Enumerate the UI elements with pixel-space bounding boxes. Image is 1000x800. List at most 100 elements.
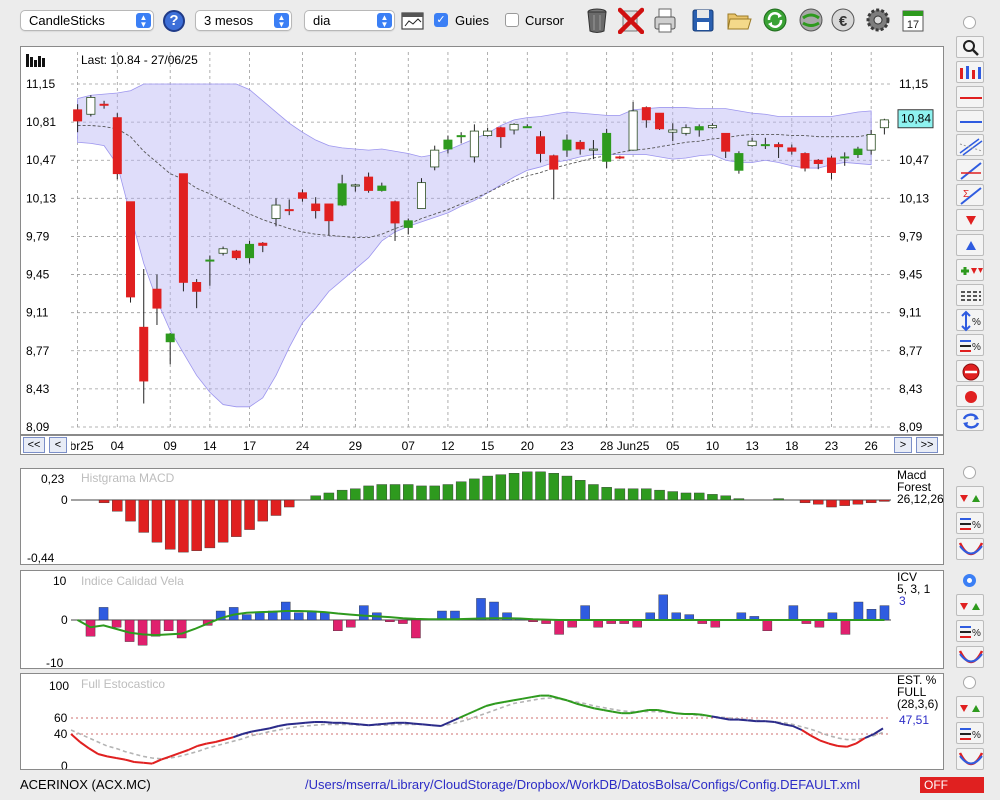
stochastic-pane[interactable]: Full Estocastico 100 60 40 0 EST. % FULL (28,3,… xyxy=(20,673,944,773)
stoch-k-segment xyxy=(206,741,216,745)
stoch-k-segment xyxy=(296,721,306,725)
config-path-link[interactable]: /Users/mserra/Library/CloudStorage/Dropb… xyxy=(305,777,861,792)
macd-bar xyxy=(191,499,202,551)
y-tick-label: 40 xyxy=(54,727,68,741)
stop-button[interactable] xyxy=(956,360,984,382)
x-tick-label: Jun25 xyxy=(617,439,650,453)
stoch-levels-button[interactable]: % xyxy=(956,722,984,744)
icv-title: Indice Calidad Vela xyxy=(81,574,184,588)
trash-icon[interactable] xyxy=(584,6,610,34)
stoch-k-segment xyxy=(350,722,360,726)
macd-bar xyxy=(350,488,361,501)
stoch-k-segment xyxy=(485,702,496,707)
macd-bar xyxy=(852,499,864,505)
save-icon[interactable] xyxy=(690,6,716,34)
stoch-curve-button[interactable] xyxy=(956,748,984,770)
channel-icon xyxy=(959,138,983,156)
arrow-up-button[interactable] xyxy=(956,234,984,256)
horizontal-line-blue-icon xyxy=(960,121,982,123)
chart-style-button[interactable] xyxy=(956,61,984,83)
macd-bar xyxy=(257,499,268,522)
macd-bar xyxy=(508,473,520,501)
macd-curve-button[interactable] xyxy=(956,538,984,560)
web-update-icon[interactable] xyxy=(798,6,824,34)
zoom-button[interactable] xyxy=(956,36,984,58)
record-button[interactable] xyxy=(956,385,984,407)
x-tick-label: 24 xyxy=(296,439,310,453)
nav-last-button[interactable]: >> xyxy=(916,437,938,453)
stoch-k-segment xyxy=(251,729,261,733)
macd-levels-button[interactable]: % xyxy=(956,512,984,534)
stoch-k-segment xyxy=(783,723,793,727)
macd-chart: Histgrama MACD 0,23 0 -0,44 MacdForest26,12,… xyxy=(27,468,944,565)
candle xyxy=(866,134,876,151)
macd-bar xyxy=(574,480,586,501)
stoch-k-segment xyxy=(368,723,378,727)
icv-updown-button[interactable] xyxy=(956,594,984,616)
macd-bar xyxy=(826,499,837,508)
candle xyxy=(218,248,228,254)
chart-type-select[interactable]: CandleSticks ▲ ▼ xyxy=(20,10,154,31)
y-tick-label: 8,43 xyxy=(26,382,50,396)
sigma-trendline-button[interactable]: Σ xyxy=(956,184,984,206)
candle xyxy=(800,153,810,169)
stoch-k-segment xyxy=(503,699,514,703)
cursor-checkbox[interactable] xyxy=(505,13,519,27)
delete-icon[interactable] xyxy=(618,6,644,34)
percent-levels-button[interactable]: % xyxy=(956,334,984,356)
y-tick-label: 9,79 xyxy=(26,229,50,243)
icv-curve-button[interactable] xyxy=(956,646,984,668)
percent-range-button[interactable]: % xyxy=(956,309,984,332)
x-tick-label: 15 xyxy=(481,439,495,453)
refresh-icon[interactable] xyxy=(762,6,788,34)
euro-icon[interactable]: € xyxy=(830,6,856,34)
open-folder-icon[interactable] xyxy=(726,6,752,34)
help-icon[interactable]: ? xyxy=(163,10,185,32)
period-select[interactable]: 3 mesos ▲ ▼ xyxy=(195,10,292,31)
icv-levels-button[interactable]: % xyxy=(956,620,984,642)
candle xyxy=(86,97,96,115)
nav-prev-button[interactable]: < xyxy=(49,437,67,453)
hline-set-button[interactable] xyxy=(956,284,984,306)
horizontal-line-red-button[interactable] xyxy=(956,86,984,108)
icv-bar xyxy=(567,619,577,628)
nav-first-button[interactable]: << xyxy=(23,437,45,453)
price-chart-pane[interactable]: 11,1511,1510,8110,8110,4710,4710,1310,13… xyxy=(20,46,944,435)
icv-bar xyxy=(476,598,486,621)
calendar-day: 17 xyxy=(907,19,919,31)
main-pane-radio[interactable] xyxy=(963,16,976,29)
macd-bar xyxy=(376,484,388,501)
channel-button[interactable] xyxy=(956,134,984,156)
trendline-icon xyxy=(960,162,982,180)
icv-pane-radio[interactable] xyxy=(963,574,976,587)
macd-pane-radio[interactable] xyxy=(963,466,976,479)
guides-checkbox[interactable]: ✓ xyxy=(434,13,448,27)
screen-icon[interactable] xyxy=(401,11,425,31)
gear-icon[interactable] xyxy=(865,6,891,34)
stochastic-pane-radio[interactable] xyxy=(963,676,976,689)
svg-text:%: % xyxy=(972,730,981,741)
last-value-text: 10,84 xyxy=(901,112,931,126)
buy-sell-button[interactable] xyxy=(956,259,984,281)
stoch-updown-button[interactable] xyxy=(956,696,984,718)
icon-bar xyxy=(42,58,45,67)
state-badge[interactable]: OFF xyxy=(920,777,984,793)
y-tick-label: 0 xyxy=(61,613,68,627)
arrow-down-button[interactable] xyxy=(956,209,984,231)
macd-bar xyxy=(138,499,149,533)
trendline-button[interactable] xyxy=(956,159,984,181)
calendar-icon[interactable]: 17 xyxy=(900,6,926,34)
macd-updown-button[interactable] xyxy=(956,486,984,508)
horizontal-line-blue-button[interactable] xyxy=(956,110,984,132)
print-icon[interactable] xyxy=(652,6,678,34)
y-tick-label: -10 xyxy=(46,656,64,668)
macd-bar xyxy=(363,485,374,501)
stoch-k-segment xyxy=(404,721,414,725)
macd-pane[interactable]: Histgrama MACD 0,23 0 -0,44 Macd Forest 26,12,… xyxy=(20,468,944,565)
nav-next-button[interactable]: > xyxy=(894,437,912,453)
interval-select[interactable]: dia ▲ ▼ xyxy=(304,10,395,31)
bollinger-band xyxy=(77,83,872,408)
swap-button[interactable] xyxy=(956,409,984,431)
candle xyxy=(139,326,149,382)
